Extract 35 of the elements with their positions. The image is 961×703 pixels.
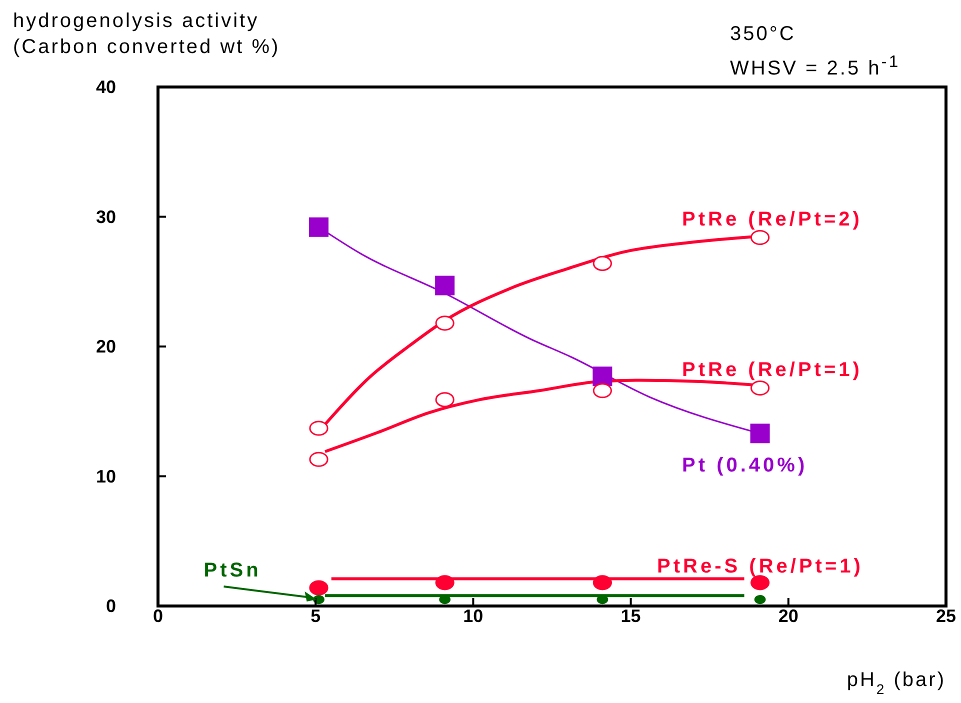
y-tick-label: 40 bbox=[96, 77, 116, 97]
point bbox=[592, 366, 612, 386]
point bbox=[750, 380, 770, 396]
point bbox=[435, 276, 455, 296]
point bbox=[309, 217, 328, 237]
point bbox=[309, 452, 328, 467]
point bbox=[592, 383, 612, 398]
y-axis-title: hydrogenolysis activity (Carbon converted wt %) bbox=[13, 9, 280, 60]
x-tick-label: 5 bbox=[310, 606, 321, 626]
point bbox=[309, 420, 328, 436]
point bbox=[435, 575, 454, 590]
series-label: PtRe-S (Re/Pt=1) bbox=[657, 556, 864, 578]
point bbox=[750, 230, 770, 246]
x-tick-label: 20 bbox=[778, 606, 798, 626]
point bbox=[309, 580, 328, 596]
point bbox=[750, 424, 770, 444]
x-axis-title: pH$_{2}$ (bar) bbox=[846, 669, 946, 697]
x-tick-label: 10 bbox=[463, 606, 484, 626]
text: PtSn bbox=[204, 560, 262, 582]
x-tick-label: 25 bbox=[936, 606, 956, 626]
y-tick-label: 10 bbox=[96, 466, 116, 486]
text: 350°C bbox=[730, 22, 797, 47]
series-label: Pt (0.40%) bbox=[682, 454, 808, 476]
x-tick-label: 15 bbox=[620, 606, 641, 626]
point bbox=[592, 256, 612, 272]
y-tick-label: 20 bbox=[96, 336, 116, 356]
point bbox=[592, 575, 612, 590]
series-label: PtRe (Re/Pt=2) bbox=[682, 208, 862, 231]
series-label: PtRe (Re/Pt=1) bbox=[682, 359, 862, 382]
y-tick-label: 30 bbox=[96, 206, 116, 227]
point bbox=[754, 594, 766, 604]
x-tick-label: 0 bbox=[152, 606, 164, 626]
text: WHSV = 2.5 h$^{-1}$ bbox=[730, 51, 900, 82]
point bbox=[435, 392, 454, 408]
point bbox=[435, 316, 454, 331]
